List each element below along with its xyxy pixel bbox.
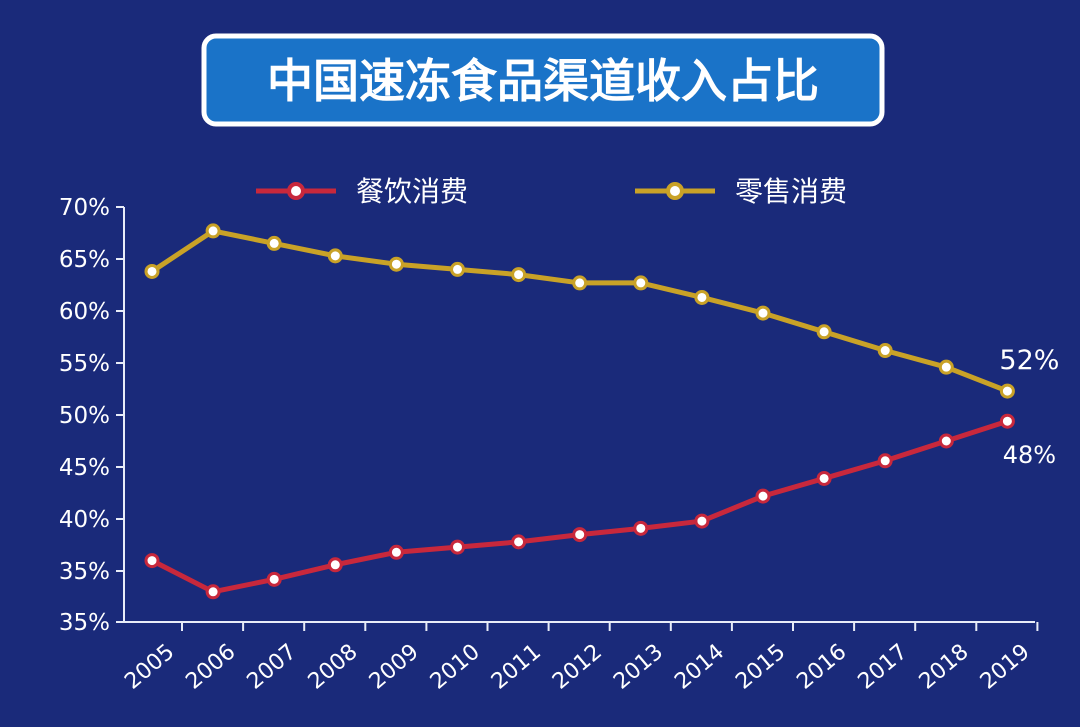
series-layer: 48% 52% [144,223,1059,600]
series-catering: 48% [144,413,1056,600]
data-point [633,275,649,291]
end-value-label: 52% [999,345,1059,376]
data-point [388,256,404,272]
x-tick-label: 2016 [792,639,851,694]
legend-label-catering: 餐饮消费 [356,175,468,208]
data-point [999,383,1015,399]
x-tick-label: 2014 [670,639,729,694]
x-tick-label: 2017 [854,639,913,694]
end-value-label: 48% [1003,441,1056,469]
legend-label-retail: 零售消费 [735,175,847,208]
data-point [572,275,588,291]
x-axis-ticks: 2005 2006 2007 2008 2009 2010 2011 2012 2013 2014… [120,622,1039,695]
data-point [816,324,832,340]
y-tick-label: 65% [59,247,110,273]
y-tick-label: 45% [59,455,110,481]
data-point [694,289,710,305]
series-line [150,228,1009,394]
data-point [450,261,465,277]
data-point [694,513,710,529]
y-tick-label: 70% [59,195,110,221]
data-point [205,584,221,600]
data-point [144,553,160,569]
x-tick-label: 2008 [304,639,363,694]
x-tick-label: 2005 [120,639,179,694]
legend-marker-retail [666,182,684,200]
chart-title: 中国速冻食品渠道收入占比 [267,54,819,108]
data-point [877,453,893,469]
y-tick-label: 55% [59,351,110,377]
title-background [201,33,885,127]
x-tick-label: 2006 [181,639,240,694]
data-point [633,520,649,536]
y-tick-label: 35% [59,610,110,636]
data-point [877,343,893,359]
data-point [327,557,343,573]
data-point [144,263,160,279]
x-tick-label: 2013 [609,639,668,694]
x-tick-label: 2011 [487,639,546,694]
data-point [816,470,832,486]
data-point [511,534,527,550]
data-point [938,433,954,449]
data-point [266,571,282,587]
legend: 餐饮消费 零售消费 [256,175,847,208]
x-tick-label: 2015 [731,639,790,694]
x-tick-label: 2019 [976,639,1035,694]
x-tick-label: 2010 [426,639,485,694]
x-tick-label: 2009 [365,639,424,694]
y-tick-label: 40% [59,507,110,533]
data-point [938,359,954,375]
legend-item-catering: 餐饮消费 [256,175,468,208]
data-point [450,539,465,555]
data-point [388,544,404,560]
legend-item-retail: 零售消费 [635,175,847,208]
title-box: 中国速冻食品渠道收入占比 [201,33,885,127]
y-tick-label: 60% [59,299,110,325]
legend-marker-catering [287,182,305,200]
x-tick-label: 2012 [548,639,607,694]
x-tick-label: 2018 [915,639,974,694]
x-tick-label: 2007 [243,639,302,694]
data-point [572,527,588,543]
data-point [266,235,282,251]
y-axis-ticks: 70% 65% 60% 55% 50% 45% 40% 35% 35% [59,195,124,636]
y-tick-label: 50% [59,403,110,429]
data-point [755,488,771,504]
data-point [511,267,527,283]
data-point [205,223,221,239]
data-point [755,305,771,321]
series-retail: 52% [144,223,1059,399]
data-point [327,248,343,264]
data-point [999,413,1015,429]
y-tick-label: 35% [59,559,110,585]
series-line [150,418,1009,595]
